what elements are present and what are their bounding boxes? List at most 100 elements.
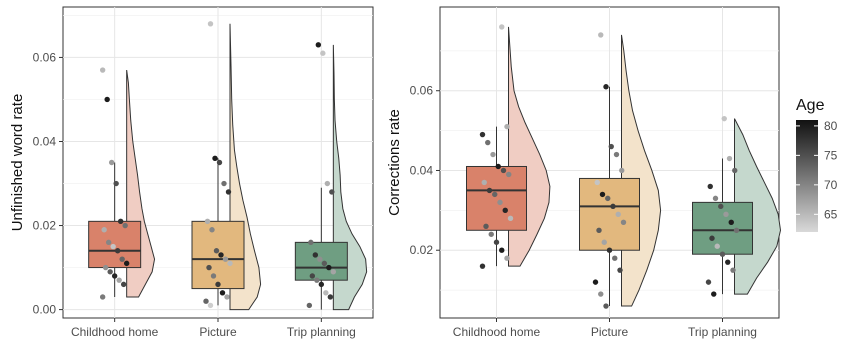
data-point [619,167,625,174]
data-point [315,42,322,48]
data-point [219,290,226,296]
legend-tick-label: 70 [824,178,838,192]
data-point [605,195,611,202]
data-point [603,84,609,90]
data-point [732,167,738,174]
data-point [603,303,609,309]
data-point [105,239,112,246]
y-axis-title: Unfinished word rate [9,94,26,232]
data-point [707,183,713,190]
y-tick-label: 0.04 [33,134,57,148]
data-point [212,155,218,161]
data-point [309,273,316,279]
legend-tick-label: 80 [824,119,838,133]
data-point [101,227,107,233]
data-point [329,189,335,195]
x-tick-label-trip-planning: Trip planning [287,325,356,339]
x-tick-label-childhood-home: Childhood home [71,325,159,339]
data-point [592,279,599,285]
data-point [719,251,726,257]
data-point [598,32,604,38]
data-point [705,279,712,285]
box-picture [579,177,640,251]
data-point [714,243,720,249]
data-point [207,21,214,27]
data-point [596,227,602,233]
data-point [495,163,501,170]
data-point [728,219,734,226]
data-point [327,294,334,300]
data-point [113,180,119,187]
data-point [506,171,512,178]
data-point [99,67,106,73]
data-point [110,243,116,250]
legend-ticks: 80 75 70 65 [796,119,838,221]
data-point [120,281,127,288]
legend-tick-label: 65 [824,207,838,221]
data-point [615,211,621,218]
y-tick-label: 0.00 [33,303,57,317]
data-point [481,179,487,186]
data-point [210,273,217,279]
data-point [320,50,326,56]
data-point [326,264,332,271]
data-point [726,155,733,162]
y-tick-label: 0.06 [410,84,434,98]
data-point [107,269,113,275]
data-point [610,203,616,210]
data-point [490,151,496,158]
data-point [111,273,118,279]
data-point [500,167,507,174]
data-point [499,247,505,253]
data-point [221,180,227,187]
data-point [601,239,607,245]
data-point [497,199,503,206]
data-point [317,256,323,262]
x-tick-label-picture: Picture [591,325,629,339]
data-point [723,211,729,218]
data-point [330,269,337,275]
data-point [598,291,604,297]
y-tick-label: 0.06 [33,50,57,64]
data-point [306,302,313,309]
data-point [711,291,717,297]
data-point [318,281,325,288]
data-point [721,115,727,122]
data-point [224,294,230,300]
data-point [227,260,233,267]
data-point [712,195,719,202]
data-point [104,96,110,103]
y-axis-title: Corrections rate [386,109,403,216]
data-point [617,267,623,273]
data-point [225,189,232,195]
data-point [312,252,319,258]
data-point [114,248,121,254]
data-point [119,256,125,262]
data-point [485,139,491,146]
data-point [123,260,130,267]
data-point [102,264,109,271]
data-point [488,231,494,237]
data-point [99,294,106,300]
data-point [324,180,331,187]
y-tick-label: 0.02 [33,219,57,233]
data-point [730,267,736,273]
data-point [323,290,329,296]
x-tick-label-trip-planning: Trip planning [688,325,757,339]
data-point [709,235,715,241]
data-point [117,218,124,225]
data-point [493,239,500,245]
data-point [725,259,731,265]
data-point [594,179,600,186]
data-point [116,277,122,283]
data-point [479,131,486,138]
data-point [504,123,510,130]
data-point [483,223,489,229]
data-point [122,222,128,229]
data-point [206,264,212,271]
data-point [215,281,221,288]
data-point [207,302,214,309]
data-point [613,151,620,158]
data-point [204,218,211,225]
